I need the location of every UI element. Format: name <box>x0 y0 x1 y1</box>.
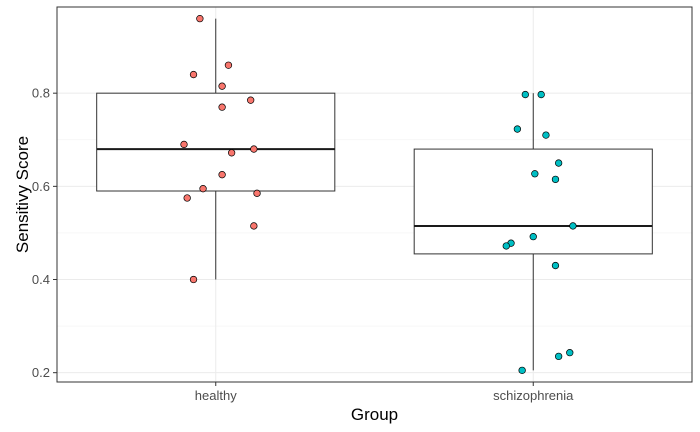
data-point <box>513 125 522 133</box>
y-tick-label: 0.8 <box>32 86 50 101</box>
y-axis: 0.2 0.4 0.6 0.8 <box>32 86 57 380</box>
data-point <box>537 90 545 99</box>
data-point <box>218 171 226 179</box>
data-point <box>518 366 526 375</box>
x-axis: healthy schizophrenia <box>195 382 574 403</box>
y-tick-label: 0.6 <box>32 179 50 194</box>
data-point <box>253 189 261 197</box>
x-tick-label-schizophrenia: schizophrenia <box>493 388 574 403</box>
data-point <box>218 82 226 90</box>
y-axis-title: Sensitivy Score <box>13 136 32 253</box>
data-point <box>569 222 577 230</box>
data-point <box>180 140 188 149</box>
data-point <box>199 185 207 193</box>
group-schizophrenia <box>413 90 653 375</box>
y-tick-label: 0.2 <box>32 365 50 380</box>
data-point <box>250 222 258 230</box>
x-tick-label-healthy: healthy <box>195 388 237 403</box>
data-point <box>529 233 537 241</box>
data-point <box>250 145 258 153</box>
panel-border <box>56 6 693 383</box>
x-axis-title: Group <box>351 405 398 424</box>
data-point <box>247 96 255 104</box>
data-point <box>227 149 236 157</box>
data-point <box>521 90 529 99</box>
data-point <box>531 170 539 178</box>
data-point <box>224 61 233 69</box>
data-point <box>551 175 560 184</box>
data-point <box>189 275 198 284</box>
data-point <box>196 14 204 23</box>
data-point <box>542 131 550 139</box>
data-point <box>566 349 574 357</box>
data-point <box>502 242 510 250</box>
data-point <box>218 103 226 111</box>
data-point <box>555 352 563 361</box>
y-tick-label: 0.4 <box>32 272 50 287</box>
box-groups <box>96 14 653 375</box>
data-point <box>555 159 563 167</box>
group-healthy <box>96 14 336 284</box>
data-point <box>551 261 560 270</box>
data-point <box>183 194 191 202</box>
box <box>96 92 336 192</box>
data-point <box>189 70 198 79</box>
